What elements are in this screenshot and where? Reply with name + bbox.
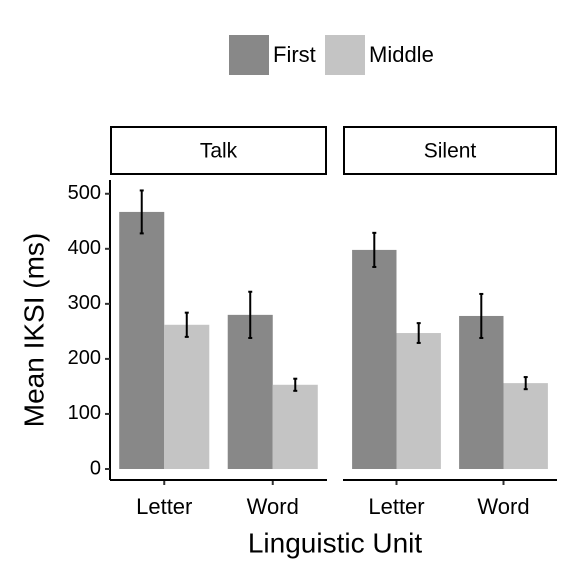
- x-tick-label: Word: [477, 494, 529, 519]
- y-tick-label: 100: [68, 402, 101, 424]
- error-bar: [523, 376, 528, 391]
- bar: [227, 314, 273, 469]
- strip: [343, 126, 557, 175]
- legend-swatch: [325, 35, 365, 75]
- x-tick-label: Word: [247, 494, 299, 519]
- bar: [164, 324, 210, 469]
- x-tick-label: Letter: [136, 494, 192, 519]
- bar: [272, 384, 318, 469]
- error-bar: [184, 311, 189, 338]
- legend-swatch: [229, 35, 269, 75]
- error-bar: [139, 189, 144, 235]
- error-bar: [248, 290, 253, 339]
- strip-label: Silent: [424, 140, 477, 163]
- bar: [503, 383, 548, 469]
- bar: [459, 315, 504, 469]
- bar: [119, 211, 165, 469]
- legend-label: Middle: [369, 42, 434, 67]
- bar: [352, 249, 397, 469]
- error-bar: [372, 231, 377, 268]
- y-tick-label: 200: [68, 347, 101, 369]
- x-tick-label: Letter: [368, 494, 424, 519]
- error-bar: [416, 322, 421, 344]
- bar: [396, 333, 441, 469]
- error-bar: [293, 377, 298, 392]
- y-tick-label: 0: [90, 457, 101, 479]
- y-tick-label: 300: [68, 292, 101, 314]
- x-axis-label: Linguistic Unit: [248, 527, 423, 558]
- y-axis-label: Mean IKSI (ms): [18, 233, 49, 427]
- legend-label: First: [273, 42, 316, 67]
- strip-label: Talk: [200, 140, 238, 163]
- strip: [110, 126, 327, 175]
- y-tick-label: 400: [68, 237, 101, 259]
- error-bar: [479, 292, 484, 339]
- y-tick-label: 500: [68, 182, 101, 204]
